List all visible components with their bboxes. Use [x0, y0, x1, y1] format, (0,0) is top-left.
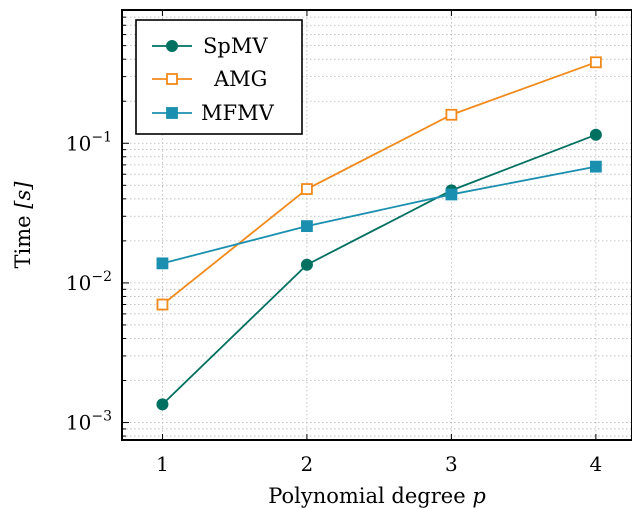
- legend-symbol: [166, 73, 178, 85]
- legend-box: [135, 19, 303, 135]
- x-tick-label: 2: [301, 452, 314, 476]
- data-point-amg: [156, 298, 169, 311]
- legend-marker-amg: [152, 73, 192, 85]
- series-spmv: [156, 128, 602, 411]
- legend-entry-spmv: SpMV: [152, 34, 268, 58]
- axis-ticks: [122, 9, 597, 440]
- series-layer: [156, 56, 602, 411]
- legend-label-spmv: SpMV: [203, 34, 268, 58]
- y-axis-label-text: Time: [11, 215, 35, 268]
- legend-entry-mfmv: MFMV: [152, 101, 275, 125]
- y-axis-label-unit: [s]: [11, 181, 35, 209]
- data-point-spmv: [300, 258, 313, 271]
- x-tick-label: 1: [156, 452, 169, 476]
- y-axis-label: Time [s]: [11, 181, 35, 269]
- data-point-mfmv: [445, 188, 458, 201]
- x-tick-label: 3: [445, 452, 458, 476]
- y-tick-label: 10−2: [66, 269, 112, 295]
- y-tick-label: 10−3: [66, 409, 112, 435]
- legend-marker-spmv: [152, 40, 192, 52]
- y-tick-label: 10−1: [66, 129, 112, 155]
- data-point-spmv: [589, 128, 602, 141]
- series-line-spmv: [161, 133, 597, 405]
- legend-symbol: [166, 107, 178, 119]
- legend-label-amg: AMG: [213, 67, 267, 91]
- data-point-mfmv: [156, 257, 169, 270]
- plot-frame: [121, 9, 632, 441]
- data-point-mfmv: [301, 220, 313, 233]
- series-mfmv: [156, 160, 602, 270]
- x-axis-label: Polynomial degree p: [268, 484, 486, 508]
- legend-marker-mfmv: [152, 107, 192, 119]
- data-point-amg: [301, 183, 313, 195]
- series-line-mfmv: [162, 165, 597, 265]
- series-amg: [156, 56, 602, 311]
- data-point-spmv: [156, 398, 169, 411]
- series-line-amg: [161, 61, 597, 306]
- legend-label-mfmv: MFMV: [201, 101, 275, 125]
- x-tick-label: 4: [590, 452, 603, 476]
- legend-symbol: [166, 40, 178, 52]
- legend: SpMV AMG MFMV: [135, 19, 303, 135]
- tick-labels: 1 2 3 4 10−3 10−2 10−1: [66, 129, 602, 476]
- data-point-mfmv: [589, 160, 602, 173]
- legend-entry-amg: AMG: [152, 67, 267, 91]
- data-point-amg: [589, 56, 602, 69]
- x-axis-label-var: p: [472, 484, 485, 508]
- x-axis-label-text: Polynomial degree: [268, 484, 465, 508]
- data-point-amg: [445, 108, 458, 121]
